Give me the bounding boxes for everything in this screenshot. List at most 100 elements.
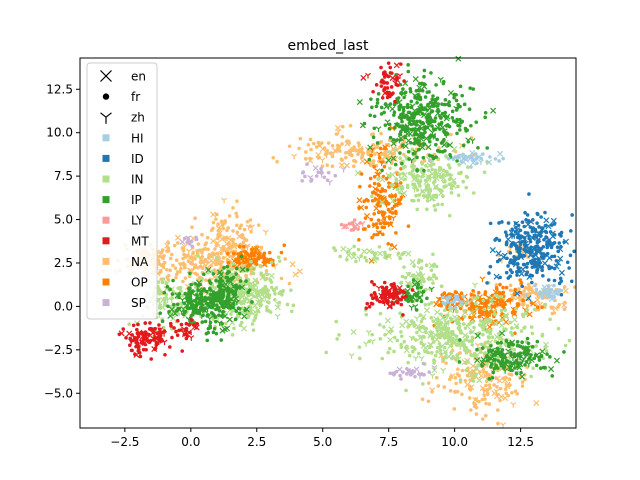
data-point <box>387 346 392 351</box>
data-point <box>196 242 201 246</box>
data-point <box>445 300 450 304</box>
data-point <box>443 324 448 328</box>
data-point <box>525 261 530 266</box>
data-point <box>529 234 536 241</box>
data-point <box>384 290 389 294</box>
data-point <box>502 376 509 384</box>
legend-item-IP: IP <box>102 193 142 207</box>
legend-label: zh <box>131 111 145 125</box>
data-point <box>413 347 417 351</box>
data-point <box>443 114 448 118</box>
data-point <box>427 90 431 94</box>
data-point <box>421 171 426 176</box>
data-point <box>413 315 420 322</box>
data-point <box>520 340 524 345</box>
data-point <box>487 335 492 340</box>
data-point <box>394 300 399 304</box>
chart-title: embed_last <box>288 38 369 54</box>
data-point <box>235 199 239 203</box>
data-point <box>547 289 551 294</box>
legend-label: OP <box>131 276 148 290</box>
data-point <box>554 291 558 296</box>
data-point <box>259 245 264 250</box>
data-point <box>225 275 230 280</box>
data-point <box>468 309 475 316</box>
data-point <box>482 307 487 312</box>
data-point <box>449 132 453 137</box>
data-point <box>434 110 442 117</box>
data-point <box>205 260 210 264</box>
data-point <box>166 277 171 282</box>
data-point <box>129 339 134 343</box>
data-point <box>175 333 180 338</box>
data-point <box>453 376 458 380</box>
data-point <box>440 293 445 297</box>
legend-label: IN <box>131 173 144 187</box>
data-point <box>466 165 470 169</box>
data-point <box>249 292 254 296</box>
data-point <box>417 126 422 131</box>
data-point <box>205 314 209 318</box>
data-point <box>447 213 452 218</box>
data-point <box>388 92 393 96</box>
data-point <box>516 354 523 361</box>
data-point <box>436 318 440 322</box>
data-point <box>264 258 268 263</box>
data-point <box>526 282 531 287</box>
data-point <box>508 288 513 293</box>
data-point <box>203 247 207 251</box>
data-point <box>267 250 272 255</box>
data-point <box>409 99 414 104</box>
data-point <box>455 159 459 163</box>
data-point <box>361 151 366 156</box>
data-point <box>535 230 543 237</box>
data-point <box>387 221 394 228</box>
data-point <box>420 121 425 125</box>
data-point <box>437 296 442 301</box>
data-point <box>184 327 189 331</box>
data-point <box>408 87 413 91</box>
data-point <box>369 97 373 101</box>
data-point <box>533 283 537 288</box>
data-point <box>151 345 158 353</box>
data-point <box>174 275 178 280</box>
data-point <box>403 177 407 182</box>
data-point <box>437 146 441 150</box>
data-point <box>458 378 463 382</box>
data-point <box>418 95 423 100</box>
data-point <box>525 213 530 217</box>
data-point <box>211 272 216 276</box>
data-point <box>161 265 166 270</box>
data-point <box>510 391 514 395</box>
data-point <box>198 313 205 319</box>
data-point <box>221 226 226 231</box>
data-point <box>397 190 402 195</box>
data-point <box>368 113 373 118</box>
data-point <box>417 135 424 142</box>
data-point <box>416 351 421 356</box>
data-point <box>493 312 497 317</box>
data-point <box>452 180 457 185</box>
data-point <box>157 335 161 339</box>
data-point <box>379 131 383 136</box>
data-point <box>478 323 482 327</box>
data-point <box>429 71 433 75</box>
legend-item-HI: HI <box>102 131 144 145</box>
data-point <box>219 266 223 270</box>
data-point <box>388 135 393 140</box>
data-point <box>485 354 489 358</box>
data-point <box>418 355 425 362</box>
data-point <box>485 317 492 323</box>
data-point <box>497 221 501 225</box>
data-point <box>518 246 523 250</box>
data-point <box>475 153 482 160</box>
data-point <box>423 95 428 99</box>
data-point <box>180 349 185 353</box>
data-point <box>518 278 523 282</box>
data-point <box>451 156 456 161</box>
data-point <box>433 208 438 212</box>
data-point <box>396 99 403 105</box>
data-point <box>189 290 196 297</box>
data-point <box>370 332 374 337</box>
data-point <box>398 124 402 128</box>
